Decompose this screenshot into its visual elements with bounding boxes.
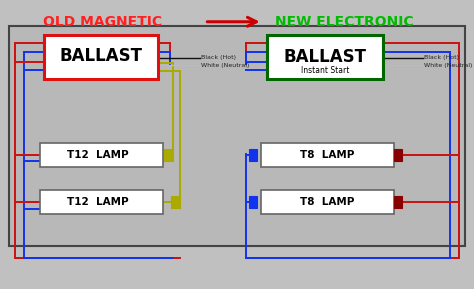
- FancyBboxPatch shape: [393, 149, 402, 161]
- FancyBboxPatch shape: [44, 34, 158, 79]
- Text: White (Neutral): White (Neutral): [201, 63, 249, 68]
- Text: Instant Start: Instant Start: [301, 66, 349, 75]
- Text: Black (Hot): Black (Hot): [201, 55, 236, 60]
- Text: T8  LAMP: T8 LAMP: [300, 150, 355, 160]
- FancyBboxPatch shape: [39, 142, 163, 167]
- FancyBboxPatch shape: [261, 142, 393, 167]
- FancyBboxPatch shape: [39, 190, 163, 214]
- FancyBboxPatch shape: [267, 34, 383, 79]
- FancyBboxPatch shape: [249, 196, 257, 208]
- Text: T8  LAMP: T8 LAMP: [300, 197, 355, 207]
- Text: OLD MAGNETIC: OLD MAGNETIC: [43, 15, 162, 29]
- FancyBboxPatch shape: [261, 190, 393, 214]
- FancyBboxPatch shape: [249, 149, 257, 161]
- Text: White (Neutral): White (Neutral): [424, 63, 472, 68]
- FancyBboxPatch shape: [164, 149, 173, 161]
- Text: Black (Hot): Black (Hot): [424, 55, 459, 60]
- Text: T12  LAMP: T12 LAMP: [67, 150, 128, 160]
- FancyBboxPatch shape: [393, 196, 402, 208]
- FancyBboxPatch shape: [171, 196, 180, 208]
- Text: T12  LAMP: T12 LAMP: [67, 197, 128, 207]
- Text: BALLAST: BALLAST: [59, 47, 142, 65]
- Text: NEW ELECTRONIC: NEW ELECTRONIC: [274, 15, 413, 29]
- Text: BALLAST: BALLAST: [284, 48, 367, 66]
